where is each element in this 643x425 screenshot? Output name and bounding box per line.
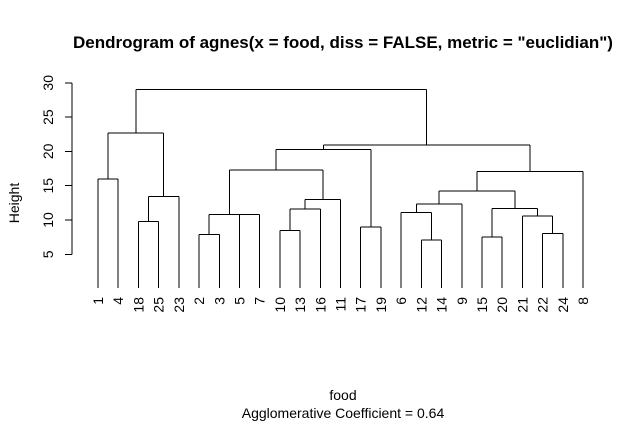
leaf-label: 8: [575, 297, 591, 305]
leaf-label: 3: [211, 297, 227, 305]
y-tick-label: 5: [40, 250, 56, 258]
leaf-label: 6: [393, 297, 409, 305]
leaf-label: 14: [434, 297, 450, 313]
leaf-label: 16: [312, 297, 328, 313]
y-tick-label: 25: [40, 109, 56, 125]
leaf-label: 12: [413, 297, 429, 313]
y-tick-label: 30: [40, 75, 56, 91]
y-axis: 5 10 15 20 25 30: [40, 75, 73, 258]
y-tick-label: 20: [40, 143, 56, 159]
leaf-label: 2: [191, 297, 207, 305]
leaf-label: 19: [373, 297, 389, 313]
leaf-label: 13: [292, 297, 308, 313]
leaf-label: 24: [555, 297, 571, 313]
y-tick-label: 10: [40, 212, 56, 228]
leaf-label: 20: [494, 297, 510, 313]
leaf-label: 22: [535, 297, 551, 313]
leaf-label: 11: [333, 297, 349, 312]
y-axis-label: Height: [6, 183, 22, 224]
chart-title: Dendrogram of agnes(x = food, diss = FAL…: [73, 33, 613, 52]
leaf-label: 4: [110, 297, 126, 305]
leaf-label: 1: [90, 297, 106, 305]
leaf-label: 15: [474, 297, 490, 313]
leaf-label: 9: [454, 297, 470, 305]
leaf-label: 17: [353, 297, 369, 313]
leaf-label: 25: [151, 297, 167, 313]
leaf-label: 21: [514, 297, 530, 313]
leaf-label: 10: [272, 297, 288, 313]
leaf-labels: 1 4 18 25 23 2 3 5 7 10 13 16 11 17 19 6 12 14 9 15 20 21 22 24…: [90, 297, 591, 313]
dendrogram-branches: [97, 89, 584, 288]
leaf-label: 18: [130, 297, 146, 313]
leaf-label: 7: [252, 297, 268, 305]
agglomerative-coefficient-label: Agglomerative Coefficient = 0.64: [242, 405, 445, 421]
leaf-label: 23: [171, 297, 187, 313]
x-axis-label: food: [329, 387, 356, 403]
leaf-label: 5: [232, 297, 248, 305]
y-tick-label: 15: [40, 178, 56, 194]
